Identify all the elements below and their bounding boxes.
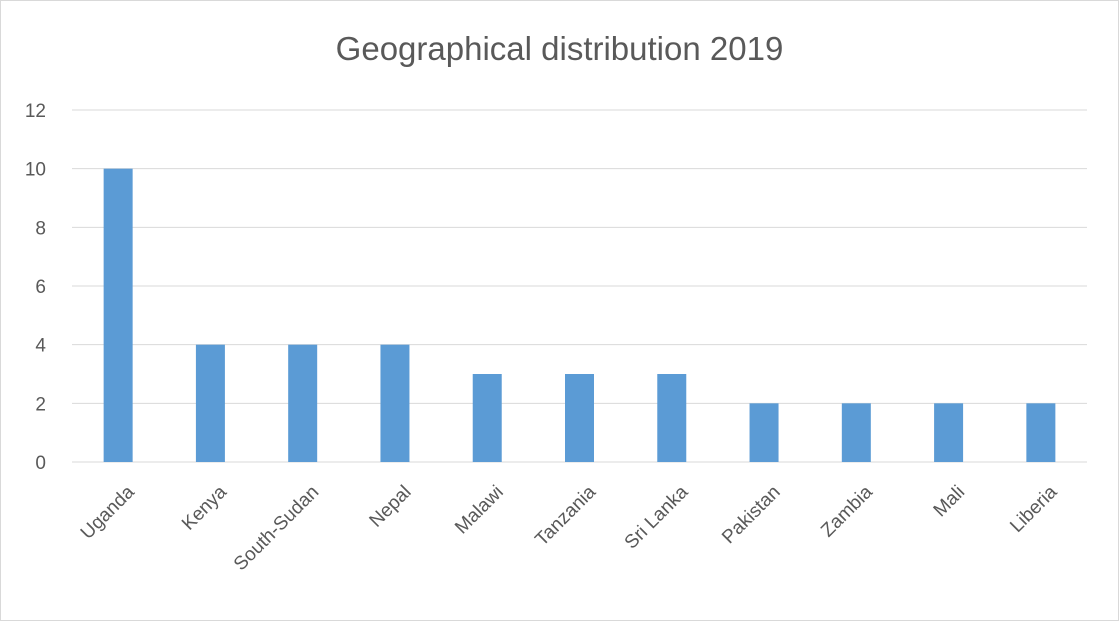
y-tick-label: 6 <box>35 277 46 298</box>
x-tick-label: Nepal <box>366 482 416 532</box>
bar-south-sudan <box>288 344 318 462</box>
bar-liberia <box>1026 403 1056 462</box>
x-tick-label: Liberia <box>1006 481 1061 536</box>
x-tick-label: Kenya <box>178 481 231 534</box>
bars <box>103 168 1056 462</box>
x-tick-label: Sri Lanka <box>621 481 693 553</box>
bar-tanzania <box>565 374 594 462</box>
x-tick-label: Pakistan <box>718 482 784 548</box>
x-tick-label: Uganda <box>77 481 139 543</box>
y-tick-label: 4 <box>35 336 46 357</box>
bar-mali <box>934 403 964 462</box>
bar-pakistan <box>749 403 779 462</box>
bar-nepal <box>380 344 410 462</box>
gridlines <box>72 109 1087 463</box>
bar-kenya <box>195 344 225 462</box>
chart-title: Geographical distribution 2019 <box>335 30 784 67</box>
x-tick-label: South-Sudan <box>230 482 323 575</box>
y-tick-label: 0 <box>35 453 46 474</box>
y-axis-tick-labels: 0 2 4 6 8 10 12 <box>25 101 47 474</box>
bar-zambia <box>841 403 871 462</box>
y-tick-label: 8 <box>35 218 46 239</box>
bar-uganda <box>103 168 133 462</box>
bar-sri-lanka <box>657 374 687 462</box>
x-tick-label: Tanzania <box>531 481 600 550</box>
y-tick-label: 2 <box>35 394 46 415</box>
x-tick-label: Zambia <box>817 481 877 541</box>
y-tick-label: 12 <box>25 101 46 122</box>
x-tick-label: Mali <box>930 482 969 521</box>
bar-malawi <box>472 374 502 462</box>
y-tick-label: 10 <box>25 160 46 181</box>
x-tick-label: Malawi <box>451 482 508 539</box>
